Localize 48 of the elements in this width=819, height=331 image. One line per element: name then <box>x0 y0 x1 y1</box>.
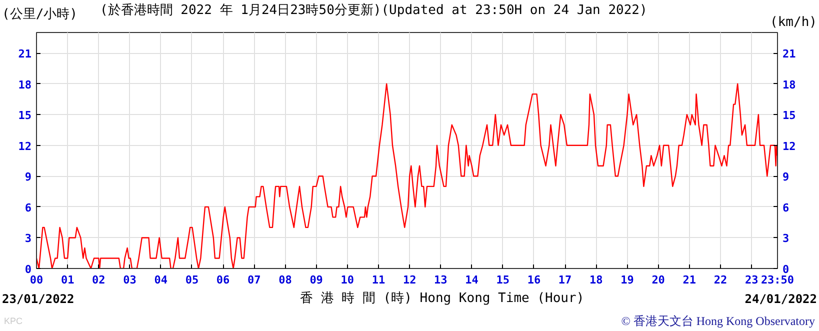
x-tick-label: 16 <box>527 274 541 286</box>
y-tick-label: 12 <box>18 140 32 153</box>
x-tick-label: 08 <box>278 274 292 286</box>
x-tick-label: 20 <box>652 274 665 286</box>
y2-tick-label: 18 <box>782 78 796 92</box>
x-tick-label: 09 <box>310 274 323 286</box>
y2-tick-label: 6 <box>782 201 790 214</box>
x-tick-label: 22 <box>714 274 728 286</box>
x-axis-title: 香 港 時 間 (時) Hong Kong Time (Hour) <box>300 290 584 308</box>
x-tick-label: 14 <box>465 274 479 286</box>
x-tick-label: 11 <box>372 274 386 286</box>
y2-tick-label: 0 <box>782 263 790 276</box>
x-tick-label: 05 <box>185 274 199 286</box>
y-tick-label: 9 <box>24 170 32 184</box>
x-tick-label: 02 <box>92 274 106 286</box>
text: © 香港天文台 Hong Kong Observatory <box>621 313 815 330</box>
y-tick-label: 21 <box>18 48 32 61</box>
text: 23/01/2022 <box>2 291 74 308</box>
x-tick-label: 03 <box>123 274 136 286</box>
x-tick-label: 07 <box>248 274 261 286</box>
x-tick-label: 06 <box>216 274 230 286</box>
y2-tick-label: 21 <box>782 48 796 61</box>
x-tick-label: 00 <box>30 274 44 286</box>
x-tick-label: 13 <box>434 274 448 286</box>
x-tick-label: 15 <box>496 274 510 286</box>
y-axis-title: (公里/小時) <box>2 6 78 24</box>
x-tick-label: 01 <box>60 274 75 286</box>
chart-title: (於香港時間 2022 年 1月24日23時50分更新)(Updated at 23:50H on 24 Jan 2022) <box>100 2 648 20</box>
x-tick-label: 19 <box>620 274 634 286</box>
x-tick-label: 04 <box>154 274 168 286</box>
x-tick-label: 10 <box>340 274 354 286</box>
x-tick-label: 23:50 <box>760 274 794 286</box>
y2-tick-label: 12 <box>782 140 796 153</box>
x-tick-label: 12 <box>402 274 416 286</box>
y2-axis-title: (km/h) <box>770 14 817 32</box>
x-tick-label: 21 <box>682 274 696 286</box>
x-tick-label: 17 <box>558 274 572 286</box>
y-tick-label: 0 <box>24 263 32 276</box>
y2-tick-label: 3 <box>782 232 790 246</box>
y-tick-label: 15 <box>18 109 32 122</box>
y-tick-label: 3 <box>24 232 32 246</box>
y-tick-label: 6 <box>24 201 32 214</box>
y-tick-label: 18 <box>18 78 32 92</box>
y2-tick-label: 15 <box>782 109 796 122</box>
text: 24/01/2022 <box>744 291 817 308</box>
x-tick-label: 18 <box>590 274 603 286</box>
x-tick-label: 23 <box>744 274 758 286</box>
y2-tick-label: 9 <box>782 170 790 184</box>
